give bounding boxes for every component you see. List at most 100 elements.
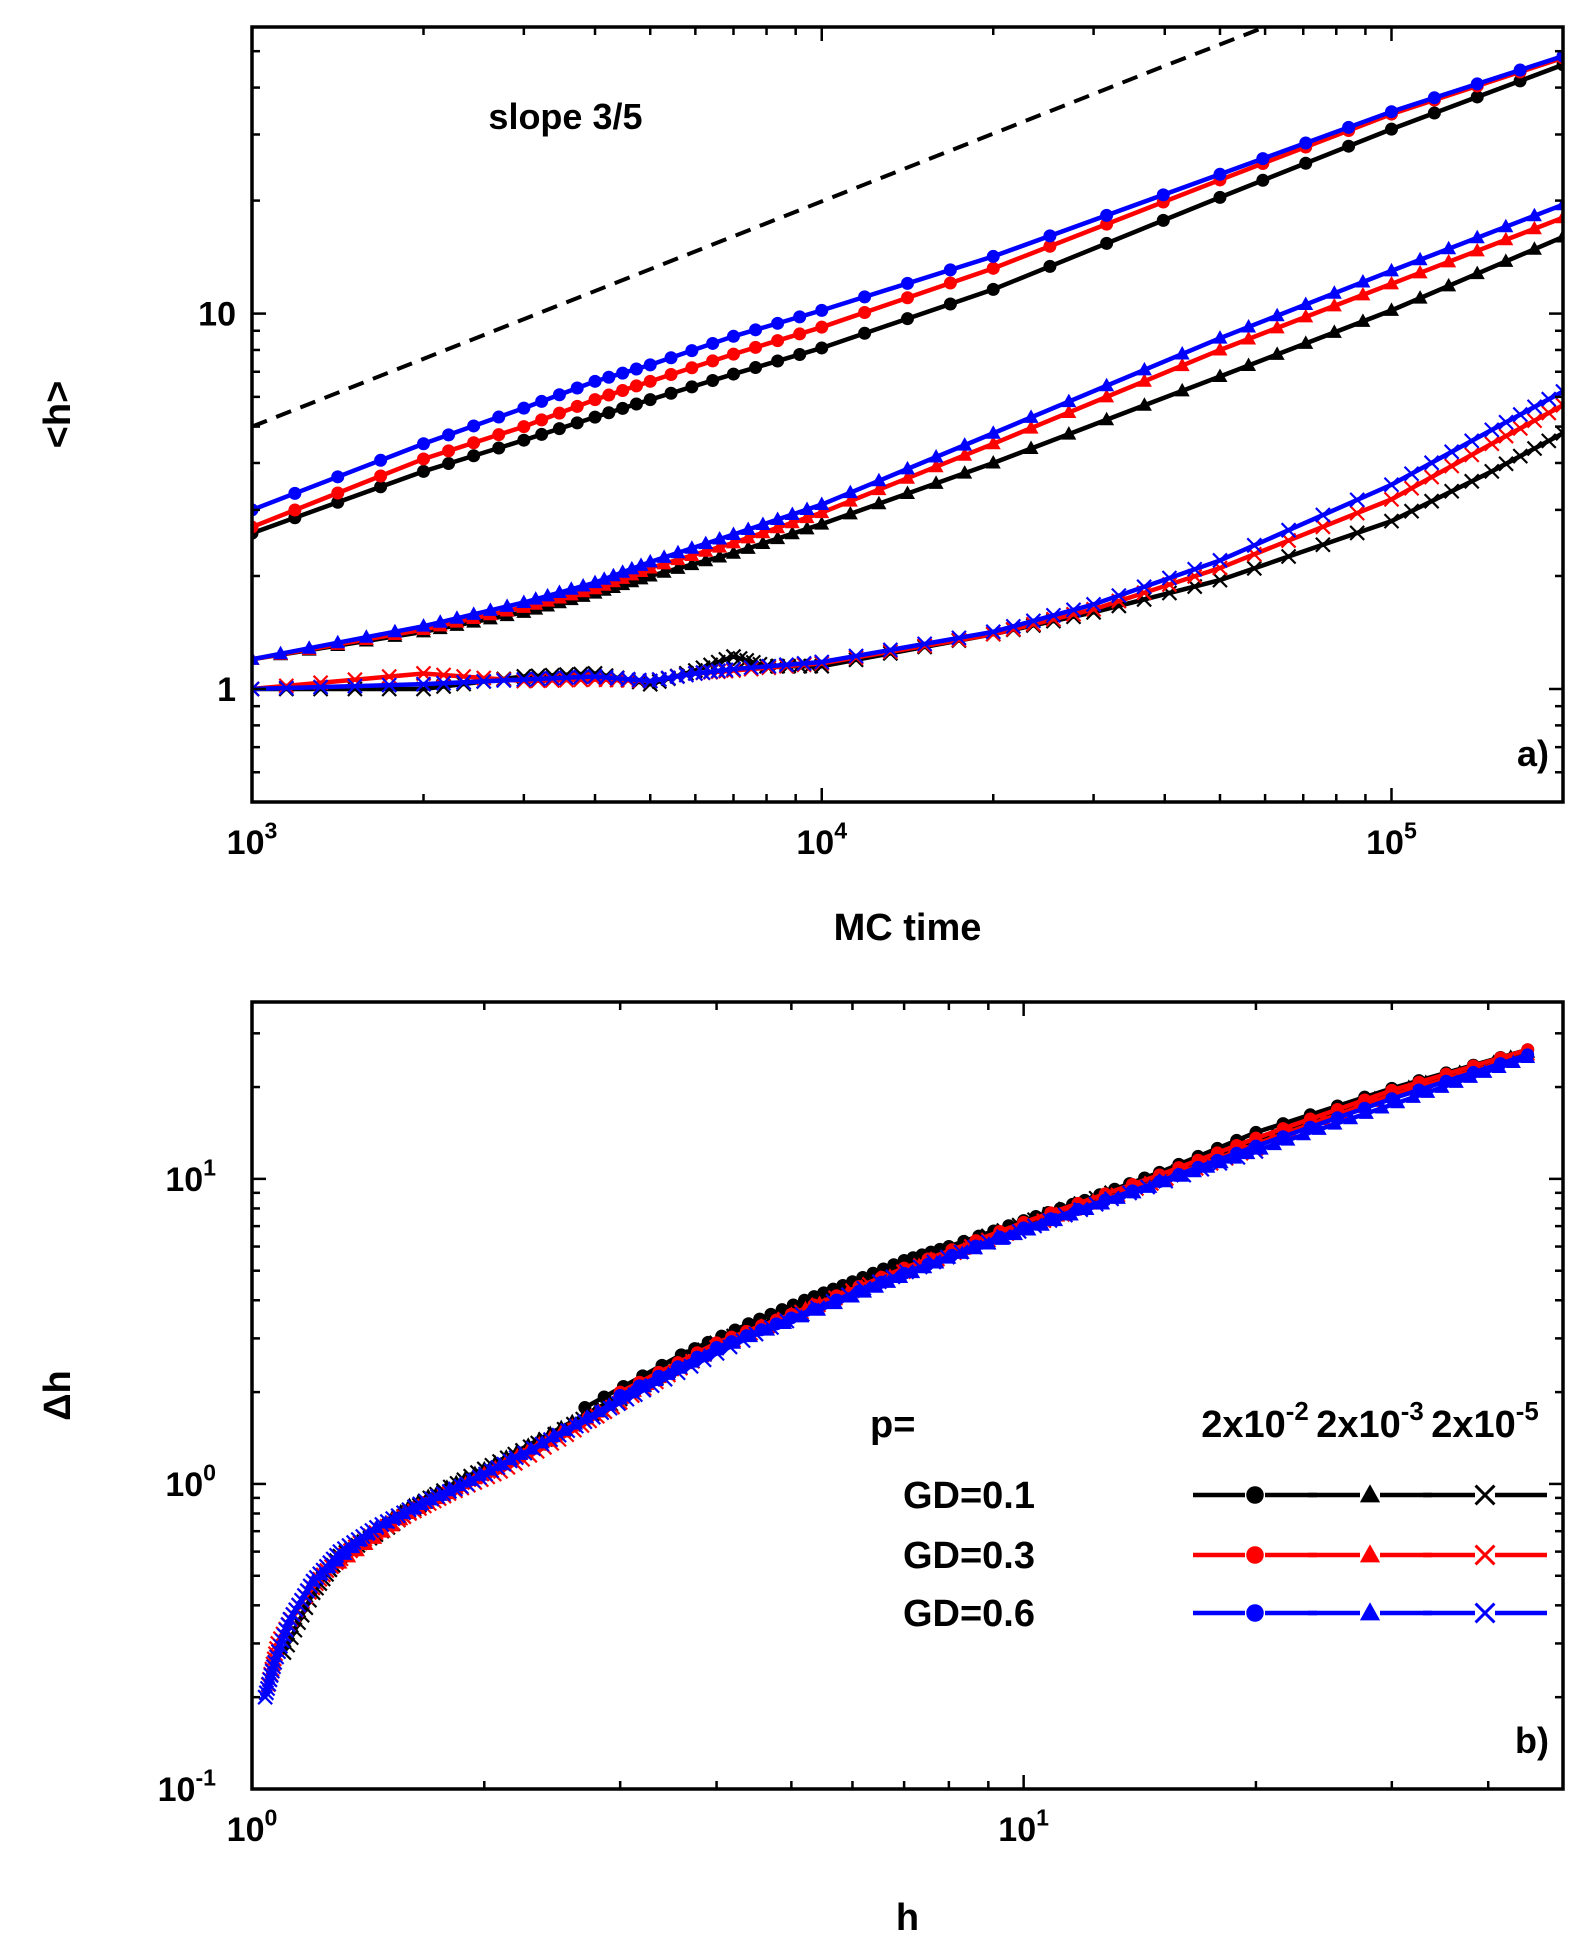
data-point bbox=[1256, 173, 1270, 187]
data-point bbox=[871, 481, 887, 496]
data-point bbox=[619, 1391, 635, 1407]
data-point bbox=[492, 410, 506, 424]
data-point bbox=[643, 374, 657, 388]
data-point bbox=[442, 428, 456, 442]
data-point bbox=[374, 453, 388, 467]
data-point bbox=[755, 524, 771, 539]
data-point bbox=[1469, 242, 1485, 257]
data-point bbox=[331, 470, 345, 484]
data-point bbox=[642, 567, 658, 582]
data-point bbox=[1383, 513, 1400, 529]
data-point bbox=[1512, 420, 1529, 437]
legend-column-header-exponent: -5 bbox=[1516, 1398, 1539, 1426]
data-point bbox=[656, 549, 672, 563]
data-point bbox=[1383, 302, 1399, 316]
data-point bbox=[282, 1611, 298, 1628]
data-point bbox=[336, 1540, 353, 1557]
data-point bbox=[1100, 208, 1114, 222]
data-point bbox=[725, 661, 742, 677]
data-point bbox=[794, 1306, 811, 1323]
data-point bbox=[517, 433, 531, 447]
data-point bbox=[740, 529, 756, 544]
legend-column-header-exponent: -2 bbox=[1286, 1398, 1309, 1426]
data-point bbox=[1327, 1116, 1343, 1130]
data-point bbox=[749, 323, 763, 337]
y-tick-label: 10-1 bbox=[158, 1765, 217, 1809]
data-point bbox=[276, 1627, 293, 1644]
data-point bbox=[278, 680, 295, 696]
data-point bbox=[1443, 458, 1460, 474]
data-point bbox=[1174, 382, 1190, 397]
data-point bbox=[381, 677, 397, 693]
x-tick-label-exponent: 5 bbox=[1404, 818, 1417, 844]
series-line bbox=[252, 389, 1563, 692]
data-point bbox=[885, 1269, 901, 1285]
data-point bbox=[278, 1622, 294, 1638]
data-point bbox=[813, 654, 830, 670]
data-point bbox=[985, 435, 1001, 450]
legend-marker bbox=[1359, 1544, 1381, 1563]
data-point bbox=[1026, 1218, 1043, 1234]
data-point bbox=[698, 552, 714, 567]
data-point bbox=[1470, 90, 1484, 104]
data-point bbox=[943, 276, 957, 290]
data-point bbox=[856, 1280, 872, 1297]
data-point bbox=[1230, 1149, 1246, 1166]
data-point bbox=[749, 340, 763, 354]
data-point bbox=[1555, 228, 1563, 243]
data-point bbox=[508, 1449, 525, 1466]
data-point bbox=[725, 526, 741, 540]
data-point bbox=[1099, 388, 1115, 403]
data-point bbox=[1540, 391, 1557, 407]
data-point bbox=[642, 553, 658, 568]
data-point bbox=[449, 610, 465, 624]
data-point bbox=[1427, 91, 1441, 105]
legend-row-label: GD=0.3 bbox=[903, 1535, 1035, 1577]
data-point bbox=[257, 1689, 273, 1705]
data-point bbox=[784, 525, 800, 540]
data-point bbox=[784, 506, 800, 521]
data-point bbox=[1186, 561, 1203, 578]
data-point bbox=[743, 659, 759, 676]
series-line bbox=[583, 1047, 1529, 1410]
y-tick-label-exponent: -1 bbox=[195, 1765, 216, 1791]
data-point bbox=[1390, 1094, 1406, 1109]
data-point bbox=[748, 1326, 764, 1342]
data-point bbox=[670, 544, 686, 559]
data-point bbox=[815, 303, 829, 317]
data-point bbox=[1212, 341, 1228, 356]
data-point bbox=[1498, 231, 1514, 246]
data-point bbox=[274, 1633, 291, 1649]
data-point bbox=[685, 380, 699, 394]
data-point bbox=[280, 1616, 296, 1633]
data-point bbox=[265, 1658, 282, 1675]
data-point bbox=[815, 341, 829, 355]
data-point bbox=[871, 495, 887, 510]
data-point bbox=[995, 1229, 1012, 1245]
data-point bbox=[684, 556, 700, 571]
data-point bbox=[417, 464, 431, 478]
data-point bbox=[552, 388, 566, 402]
data-point bbox=[770, 530, 786, 545]
data-point bbox=[844, 1288, 860, 1303]
data-point bbox=[624, 560, 640, 575]
series-line bbox=[281, 1190, 1113, 1654]
data-point bbox=[442, 457, 456, 471]
data-point bbox=[1246, 537, 1263, 554]
data-point bbox=[1212, 552, 1228, 569]
legend-marker-group bbox=[1474, 1602, 1496, 1624]
data-point bbox=[1241, 318, 1257, 333]
data-point bbox=[842, 505, 858, 520]
legend-marker bbox=[1246, 1546, 1264, 1564]
data-point bbox=[796, 655, 812, 672]
data-point bbox=[901, 276, 914, 290]
data-point bbox=[685, 344, 699, 358]
data-point bbox=[1194, 1161, 1210, 1177]
data-point bbox=[1358, 1105, 1374, 1119]
data-point bbox=[296, 1587, 313, 1604]
data-point bbox=[587, 574, 603, 589]
data-point bbox=[706, 354, 720, 368]
data-point bbox=[664, 351, 678, 365]
data-point bbox=[492, 441, 506, 455]
data-point bbox=[615, 564, 631, 578]
